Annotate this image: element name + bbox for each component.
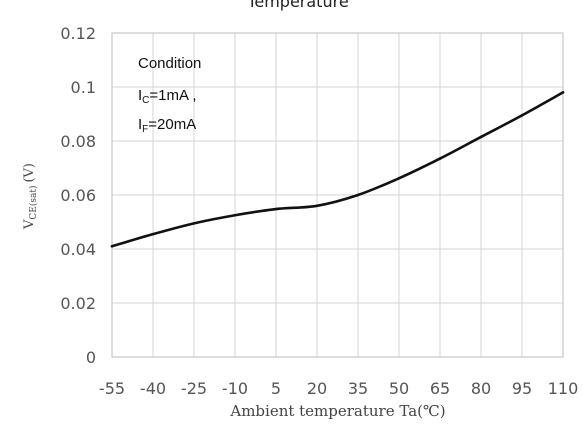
annotation-box: Condition IC=1mA , IF=20mA <box>138 55 201 135</box>
data-point <box>233 213 237 217</box>
data-point <box>110 245 114 248</box>
annotation-if-symbol: I <box>138 116 142 133</box>
y-axis-label-unit: (V) <box>22 163 37 183</box>
x-tick-label: 5 <box>271 379 281 398</box>
x-tick-label: 95 <box>512 379 532 398</box>
data-point <box>315 204 319 208</box>
x-tick-label: 80 <box>471 379 491 398</box>
data-point <box>438 157 442 160</box>
annotation-ic-value: =1mA , <box>149 87 196 104</box>
y-tick-label: 0.12 <box>60 24 96 43</box>
series-group <box>110 91 565 248</box>
data-point <box>274 207 278 211</box>
data-point <box>151 232 155 236</box>
x-tick-label: -10 <box>222 379 248 398</box>
x-tick-label: 110 <box>548 379 579 398</box>
y-tick-label: 0.08 <box>60 132 96 151</box>
data-point <box>356 193 360 197</box>
annotation-ic-symbol: I <box>138 87 142 104</box>
data-point <box>192 222 196 225</box>
x-tick-label: -25 <box>181 379 207 398</box>
x-tick-label: 35 <box>348 379 368 398</box>
annotation-if-value: =20mA <box>148 116 196 133</box>
x-tick-label: 65 <box>430 379 450 398</box>
annotation-heading: Condition <box>138 55 201 72</box>
plot-frame <box>111 32 564 358</box>
x-axis-label: Ambient temperature Ta(℃) <box>229 402 445 420</box>
annotation-condition-ic: IC=1mA , <box>138 87 197 106</box>
svg-text:VCE(sat)(V): VCE(sat) (V) <box>22 163 39 230</box>
series-line-0 <box>110 91 565 248</box>
y-axis-label: VCE(sat) (V) <box>22 163 39 230</box>
x-tick-label: -55 <box>99 379 125 398</box>
y-tick-labels: 0 0.02 0.04 0.06 0.08 0.1 0.12 <box>60 24 96 367</box>
data-point <box>520 114 524 117</box>
x-tick-label: 20 <box>307 379 327 398</box>
y-tick-label: 0.04 <box>60 240 96 259</box>
annotation-if-sub: F <box>142 124 148 135</box>
grid <box>112 32 563 358</box>
x-tick-label: 50 <box>389 379 409 398</box>
y-tick-label: 0.06 <box>60 186 96 205</box>
x-tick-label: -40 <box>140 379 166 398</box>
y-axis-label-main: V <box>22 219 37 230</box>
x-tick-labels: -55 -40 -25 -10 5 20 35 50 65 80 95 110 <box>99 379 578 398</box>
annotation-condition-if: IF=20mA <box>138 116 196 135</box>
y-axis-label-sub: CE(sat) <box>28 186 39 220</box>
y-tick-label: 0 <box>86 348 96 367</box>
chart-title: Temperature <box>246 0 348 11</box>
data-point <box>561 91 565 94</box>
y-tick-label: 0.02 <box>60 294 96 313</box>
annotation-ic-sub: C <box>142 95 149 106</box>
data-point <box>479 135 483 139</box>
data-point <box>397 176 401 180</box>
y-tick-label: 0.1 <box>71 78 96 97</box>
